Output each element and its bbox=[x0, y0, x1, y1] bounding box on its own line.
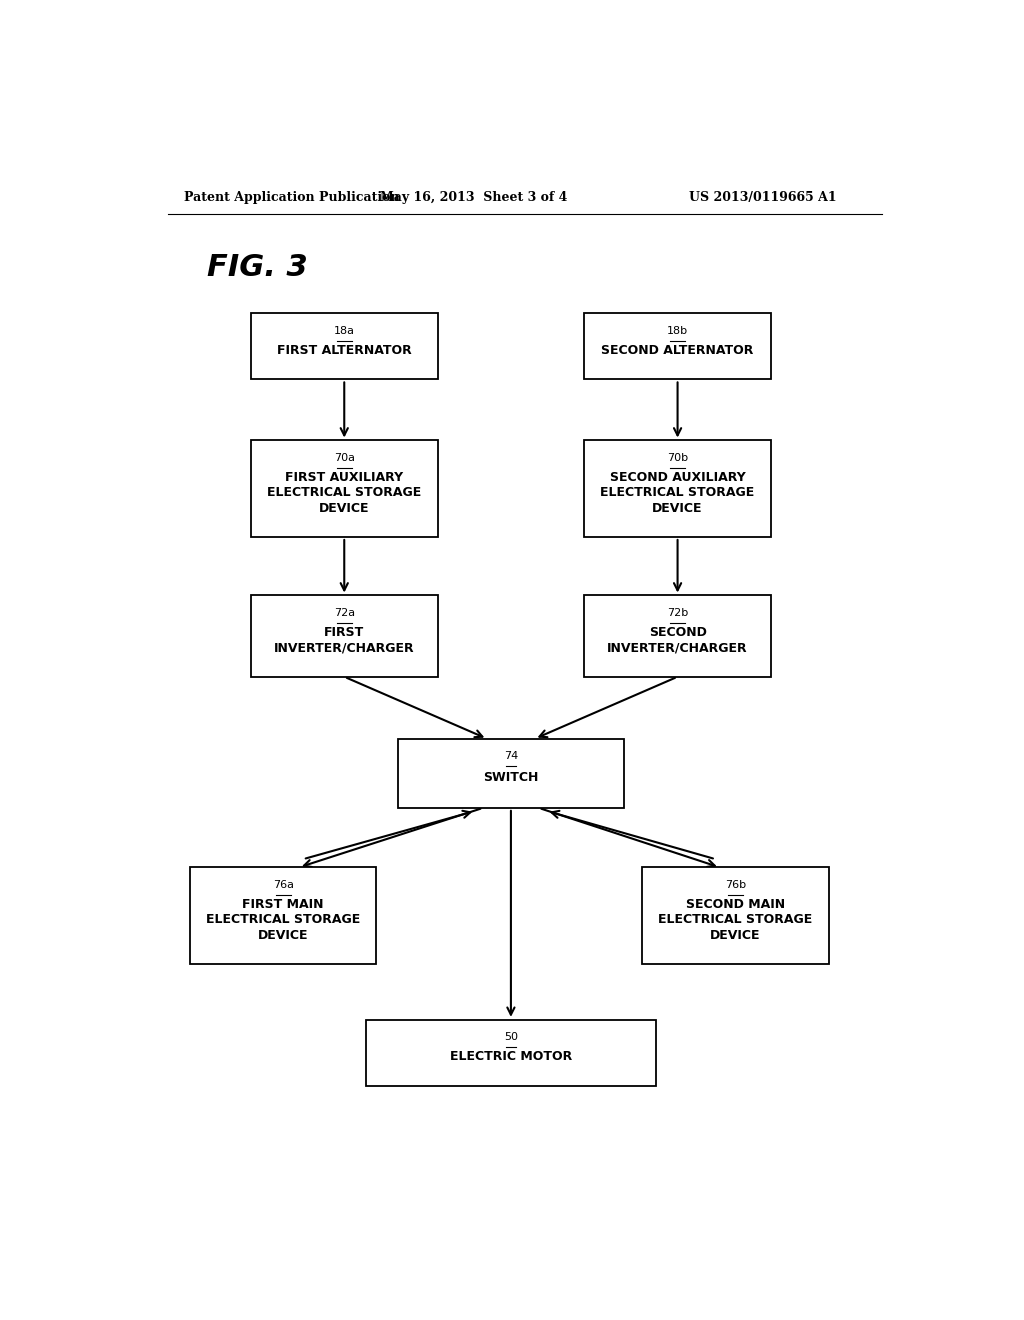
Text: SECOND AUXILIARY
ELECTRICAL STORAGE
DEVICE: SECOND AUXILIARY ELECTRICAL STORAGE DEVI… bbox=[600, 471, 755, 515]
Text: 74: 74 bbox=[504, 751, 518, 760]
Text: FIRST
INVERTER/CHARGER: FIRST INVERTER/CHARGER bbox=[274, 626, 415, 655]
Text: FIRST AUXILIARY
ELECTRICAL STORAGE
DEVICE: FIRST AUXILIARY ELECTRICAL STORAGE DEVIC… bbox=[267, 471, 422, 515]
Bar bbox=[367, 1020, 655, 1086]
Text: 18a: 18a bbox=[334, 326, 354, 335]
Text: US 2013/0119665 A1: US 2013/0119665 A1 bbox=[689, 190, 837, 203]
Text: SECOND MAIN
ELECTRICAL STORAGE
DEVICE: SECOND MAIN ELECTRICAL STORAGE DEVICE bbox=[658, 898, 813, 941]
Text: 70b: 70b bbox=[667, 453, 688, 462]
Text: 72a: 72a bbox=[334, 607, 355, 618]
Text: SWITCH: SWITCH bbox=[483, 771, 539, 784]
Text: SECOND
INVERTER/CHARGER: SECOND INVERTER/CHARGER bbox=[607, 626, 748, 655]
Bar bbox=[251, 441, 437, 537]
Text: FIRST ALTERNATOR: FIRST ALTERNATOR bbox=[276, 345, 412, 356]
Text: ELECTRIC MOTOR: ELECTRIC MOTOR bbox=[450, 1051, 572, 1064]
Text: 76a: 76a bbox=[272, 879, 294, 890]
Text: 18b: 18b bbox=[667, 326, 688, 335]
Bar bbox=[251, 595, 437, 677]
Text: Patent Application Publication: Patent Application Publication bbox=[183, 190, 399, 203]
Bar bbox=[585, 595, 771, 677]
Text: FIG. 3: FIG. 3 bbox=[207, 252, 308, 281]
Bar bbox=[189, 867, 377, 964]
Text: 70a: 70a bbox=[334, 453, 354, 462]
Text: SECOND ALTERNATOR: SECOND ALTERNATOR bbox=[601, 345, 754, 356]
Bar bbox=[397, 739, 624, 808]
Text: FIRST MAIN
ELECTRICAL STORAGE
DEVICE: FIRST MAIN ELECTRICAL STORAGE DEVICE bbox=[206, 898, 360, 941]
Bar bbox=[642, 867, 828, 964]
Bar bbox=[585, 313, 771, 379]
Bar bbox=[251, 313, 437, 379]
Text: 72b: 72b bbox=[667, 607, 688, 618]
Text: 50: 50 bbox=[504, 1032, 518, 1041]
Text: May 16, 2013  Sheet 3 of 4: May 16, 2013 Sheet 3 of 4 bbox=[380, 190, 567, 203]
Text: 76b: 76b bbox=[725, 879, 746, 890]
Bar bbox=[585, 441, 771, 537]
